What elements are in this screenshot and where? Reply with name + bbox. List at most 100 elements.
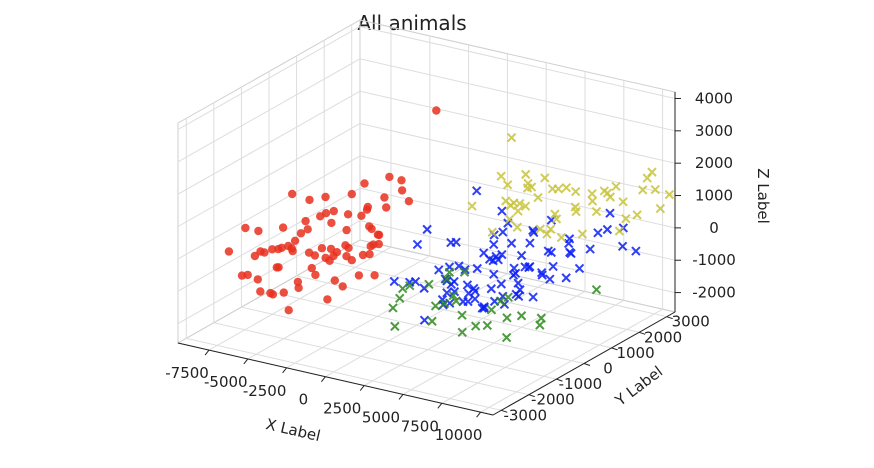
data-point (441, 274, 452, 284)
data-point (323, 295, 332, 304)
data-point (551, 214, 562, 224)
z-grid-line (177, 25, 676, 130)
data-point (655, 203, 666, 214)
z-tick-label: -1000 (692, 251, 736, 269)
data-point (602, 188, 613, 198)
data-point (268, 245, 277, 254)
data-point (462, 280, 473, 290)
data-point (390, 321, 400, 332)
data-point (457, 310, 467, 320)
z-grid-line (177, 58, 676, 163)
x-tick-label: -5000 (204, 373, 248, 391)
x-grid-line (286, 44, 470, 369)
z-grid-line (177, 155, 676, 260)
data-point (357, 211, 366, 220)
z-tick-label: 1000 (695, 187, 733, 205)
data-point (424, 279, 434, 290)
z-tick-label: 0 (709, 219, 719, 237)
data-point (256, 287, 265, 296)
data-point (587, 188, 597, 199)
data-point (587, 196, 598, 206)
data-point (395, 293, 405, 304)
y-tick-mark (501, 409, 508, 413)
data-point (389, 276, 399, 287)
data-point (430, 301, 441, 311)
data-point (487, 227, 497, 237)
data-point (561, 273, 571, 283)
data-point (506, 238, 517, 248)
data-point (427, 316, 437, 326)
data-point (287, 244, 296, 253)
data-point (279, 288, 288, 297)
data-point (224, 247, 234, 256)
y-tick-label: 0 (603, 360, 613, 378)
data-point (618, 197, 628, 207)
data-point (605, 208, 615, 218)
x-tick-label: 10000 (435, 426, 483, 444)
x-tick-mark (282, 367, 288, 374)
z-tick-label: 4000 (695, 89, 733, 107)
data-point (548, 261, 558, 272)
data-point (503, 292, 513, 302)
x-tick-label: 0 (299, 391, 309, 409)
data-point (650, 184, 660, 195)
z-tick-label: -2000 (692, 284, 736, 302)
z-axis-label: Z Label (754, 168, 772, 224)
y-tick-mark (638, 331, 646, 335)
data-point (495, 296, 506, 306)
data-point (397, 283, 408, 294)
data-point (521, 169, 531, 180)
y-tick-mark (583, 363, 591, 366)
data-point (496, 279, 506, 289)
data-point (254, 226, 263, 236)
z-tick-label: 3000 (695, 122, 733, 140)
data-point (631, 246, 641, 256)
x-grid-line (247, 36, 431, 360)
x-grid-line (441, 80, 625, 404)
data-point (332, 248, 342, 257)
data-point (509, 198, 519, 208)
y-grid-line (185, 118, 502, 411)
data-point (419, 315, 430, 325)
data-point (553, 184, 564, 194)
data-points (224, 106, 675, 343)
y-tick-label: -3000 (503, 406, 547, 424)
data-point (448, 290, 458, 301)
y-tick-label: -1000 (559, 375, 603, 393)
data-point (422, 224, 432, 235)
chart-title: All animals (357, 11, 466, 35)
data-point (367, 224, 376, 234)
data-point (463, 288, 474, 299)
data-point (404, 197, 414, 206)
data-point (543, 246, 553, 256)
y-grid-line (351, 24, 667, 318)
data-point (253, 275, 262, 284)
data-point (497, 206, 507, 216)
data-point (638, 185, 648, 195)
data-point (502, 180, 513, 190)
data-point (520, 201, 531, 211)
y-grid-line (213, 102, 529, 396)
data-point (486, 284, 496, 294)
data-point (470, 321, 481, 331)
data-point (512, 222, 522, 232)
z-grid-line (177, 187, 676, 292)
data-point (556, 232, 567, 243)
data-point (284, 306, 293, 315)
data-point (564, 234, 575, 244)
data-point (397, 186, 407, 195)
data-point (442, 288, 452, 298)
data-point (241, 223, 250, 233)
y-tick-label: 2000 (644, 328, 682, 346)
y-grid-line (296, 55, 612, 349)
y-tick-label: -2000 (531, 391, 575, 409)
data-point (288, 189, 297, 199)
x-tick-mark (398, 394, 404, 400)
x-grid-line (325, 53, 508, 378)
x-tick-mark (243, 358, 249, 365)
data-point (303, 225, 312, 234)
data-point (338, 282, 347, 291)
data-point (489, 269, 499, 279)
data-point (360, 179, 369, 188)
